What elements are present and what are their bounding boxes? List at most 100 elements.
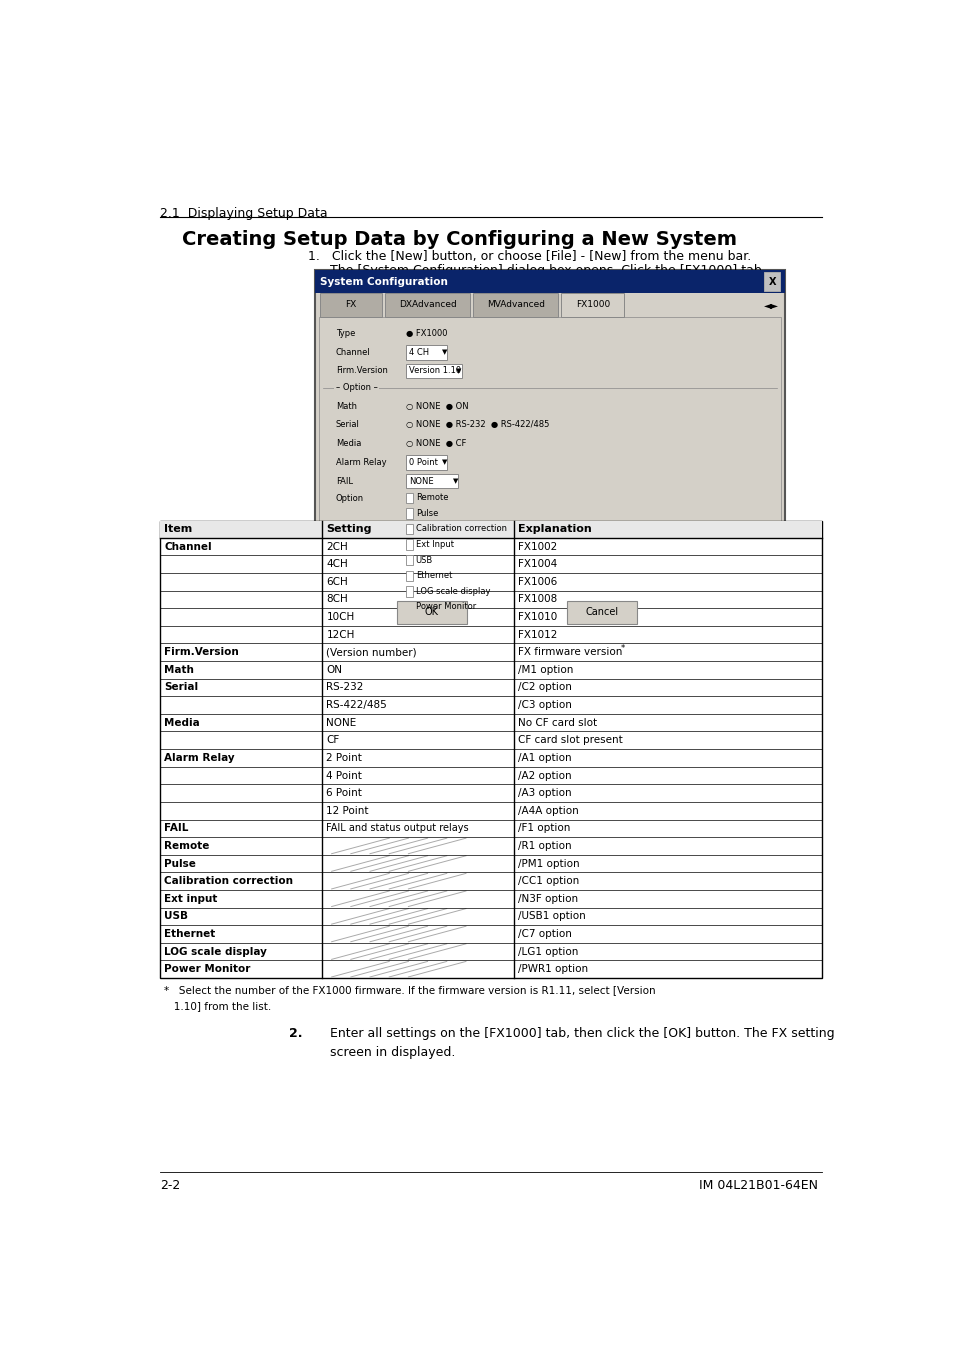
Text: CF: CF: [326, 736, 339, 745]
Text: 4 Point: 4 Point: [326, 771, 362, 780]
Text: Power Monitor: Power Monitor: [416, 602, 476, 612]
FancyBboxPatch shape: [385, 293, 470, 317]
Text: /A1 option: /A1 option: [517, 753, 572, 763]
Text: FX firmware version: FX firmware version: [517, 647, 622, 657]
Text: ▼: ▼: [441, 350, 447, 355]
Text: USB: USB: [164, 911, 188, 922]
Text: System Configuration: System Configuration: [320, 277, 448, 286]
Text: Ext Input: Ext Input: [416, 540, 454, 549]
Text: /C2 option: /C2 option: [517, 683, 572, 693]
Text: 6CH: 6CH: [326, 576, 348, 587]
Text: Channel: Channel: [335, 348, 371, 356]
FancyBboxPatch shape: [318, 317, 781, 593]
Text: Alarm Relay: Alarm Relay: [335, 458, 386, 467]
FancyBboxPatch shape: [406, 555, 413, 566]
Text: /PWR1 option: /PWR1 option: [517, 964, 588, 975]
Text: Ethernet: Ethernet: [164, 929, 215, 940]
Text: /LG1 option: /LG1 option: [517, 946, 578, 957]
FancyBboxPatch shape: [406, 493, 413, 504]
FancyBboxPatch shape: [566, 601, 637, 624]
Text: The [System Configuration] dialog box opens. Click the [FX1000] tab.: The [System Configuration] dialog box op…: [330, 263, 765, 277]
FancyBboxPatch shape: [314, 270, 783, 293]
Text: 10CH: 10CH: [326, 612, 355, 622]
FancyBboxPatch shape: [396, 601, 466, 624]
FancyBboxPatch shape: [406, 602, 413, 612]
Text: /C7 option: /C7 option: [517, 929, 572, 940]
Text: FX1008: FX1008: [517, 594, 558, 605]
FancyBboxPatch shape: [406, 363, 461, 378]
Text: /R1 option: /R1 option: [517, 841, 572, 850]
FancyBboxPatch shape: [319, 293, 382, 317]
Text: ▼: ▼: [441, 459, 447, 466]
Text: FX1006: FX1006: [517, 576, 558, 587]
Text: No CF card slot: No CF card slot: [517, 718, 597, 728]
Text: OK: OK: [424, 608, 438, 617]
Text: X: X: [767, 277, 775, 286]
Text: CF card slot present: CF card slot present: [517, 736, 622, 745]
Text: /PM1 option: /PM1 option: [517, 859, 579, 868]
Text: screen in displayed.: screen in displayed.: [330, 1046, 455, 1058]
FancyBboxPatch shape: [473, 293, 558, 317]
Text: ○ NONE  ● RS-232  ● RS-422/485: ○ NONE ● RS-232 ● RS-422/485: [406, 420, 549, 429]
Text: FX1004: FX1004: [517, 559, 558, 570]
Text: Pulse: Pulse: [164, 859, 196, 868]
Text: Item: Item: [164, 524, 193, 535]
Text: 1.   Click the [New] button, or choose [File] - [New] from the menu bar.: 1. Click the [New] button, or choose [Fi…: [308, 250, 750, 263]
FancyBboxPatch shape: [160, 521, 821, 537]
Text: 6 Point: 6 Point: [326, 788, 362, 798]
Text: Firm.Version: Firm.Version: [164, 647, 239, 657]
Text: /USB1 option: /USB1 option: [517, 911, 585, 922]
Text: Cancel: Cancel: [585, 608, 618, 617]
Text: 2.: 2.: [289, 1027, 302, 1040]
Text: FX: FX: [345, 301, 356, 309]
FancyBboxPatch shape: [406, 586, 413, 597]
Text: ▼: ▼: [456, 369, 461, 374]
Text: Creating Setup Data by Configuring a New System: Creating Setup Data by Configuring a New…: [182, 230, 737, 248]
Text: (Version number): (Version number): [326, 647, 416, 657]
Text: ON: ON: [326, 664, 342, 675]
Text: /CC1 option: /CC1 option: [517, 876, 579, 886]
Text: Alarm Relay: Alarm Relay: [164, 753, 234, 763]
Text: Remote: Remote: [164, 841, 210, 850]
FancyBboxPatch shape: [406, 540, 413, 549]
Text: Option: Option: [335, 494, 364, 504]
Text: FAIL and status output relays: FAIL and status output relays: [326, 824, 469, 833]
Text: Setting: Setting: [326, 524, 372, 535]
Text: /N3F option: /N3F option: [517, 894, 578, 903]
Text: MVAdvanced: MVAdvanced: [486, 301, 544, 309]
Text: LOG scale display: LOG scale display: [164, 946, 267, 957]
Text: Channel: Channel: [164, 541, 212, 552]
Text: /A4A option: /A4A option: [517, 806, 578, 815]
Text: Firm.Version: Firm.Version: [335, 366, 387, 375]
Text: 0 Point: 0 Point: [409, 458, 437, 467]
Text: 12 Point: 12 Point: [326, 806, 369, 815]
Text: FX1002: FX1002: [517, 541, 558, 552]
Text: Serial: Serial: [164, 683, 198, 693]
Text: USB: USB: [416, 556, 433, 564]
FancyBboxPatch shape: [406, 474, 457, 489]
Text: Remote: Remote: [416, 493, 448, 502]
FancyBboxPatch shape: [406, 571, 413, 580]
FancyBboxPatch shape: [560, 293, 623, 317]
Text: 1.10] from the list.: 1.10] from the list.: [164, 1000, 271, 1011]
Text: Ethernet: Ethernet: [416, 571, 452, 580]
Text: *   Select the number of the FX1000 firmware. If the firmware version is R1.11, : * Select the number of the FX1000 firmwa…: [164, 986, 655, 995]
Text: Explanation: Explanation: [517, 524, 592, 535]
Text: FX1000: FX1000: [575, 301, 609, 309]
Text: Power Monitor: Power Monitor: [164, 964, 251, 975]
Text: 12CH: 12CH: [326, 629, 355, 640]
Text: 2 Point: 2 Point: [326, 753, 362, 763]
Text: Media: Media: [164, 718, 200, 728]
Text: ▼: ▼: [453, 478, 457, 485]
Text: LOG scale display: LOG scale display: [416, 587, 490, 595]
FancyBboxPatch shape: [406, 455, 446, 470]
FancyBboxPatch shape: [406, 346, 446, 359]
Text: /A2 option: /A2 option: [517, 771, 572, 780]
Text: Enter all settings on the [FX1000] tab, then click the [OK] button. The FX setti: Enter all settings on the [FX1000] tab, …: [330, 1027, 834, 1040]
Text: FAIL: FAIL: [335, 477, 353, 486]
FancyBboxPatch shape: [763, 273, 780, 290]
Text: FX1010: FX1010: [517, 612, 558, 622]
Text: FAIL: FAIL: [164, 824, 189, 833]
Text: Math: Math: [164, 664, 194, 675]
Text: – Option –: – Option –: [335, 383, 377, 392]
